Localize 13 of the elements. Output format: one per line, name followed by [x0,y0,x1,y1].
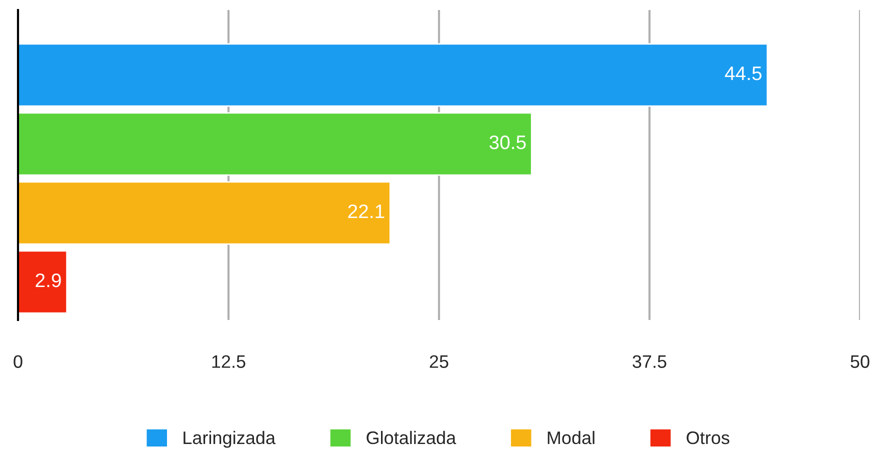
x-tick-label: 50 [850,355,870,368]
legend-label: Laringizada [184,430,276,448]
legend-label: Otros [686,431,730,444]
data-label: 44.5 [724,66,762,80]
data-label: 2.9 [36,273,61,288]
data-label: 22.1 [348,204,384,218]
x-tick-label: 12.5 [212,355,246,368]
x-tick-label: 25 [430,355,448,368]
legend-label: Glotalizada [366,430,456,444]
x-tick-label: 0 [14,355,22,368]
data-label: 30.5 [489,135,526,150]
x-tick-label: 37.5 [632,355,666,368]
legend-label: Modal [548,430,594,444]
